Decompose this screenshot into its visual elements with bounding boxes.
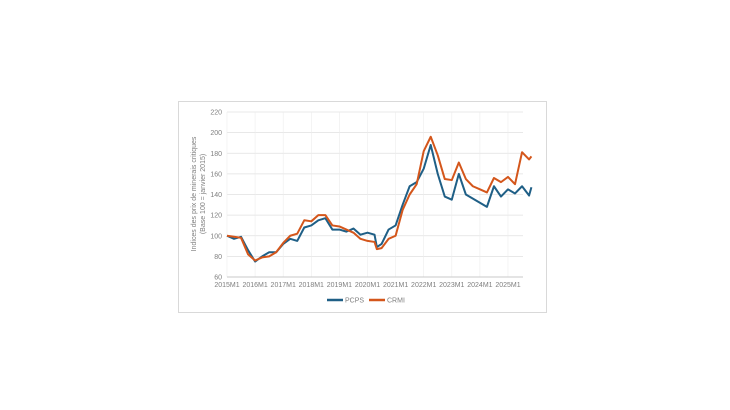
legend-label: CRMI (387, 298, 405, 305)
series-line-crmi (226, 135, 533, 262)
chart-frame (178, 101, 547, 313)
x-tick-label: 2016M1 (242, 282, 267, 289)
y-tick-label: 120 (210, 213, 222, 220)
y-axis-label-line1: Indices des prix de minerais critiques (191, 136, 198, 251)
x-tick-label: 2021M1 (383, 282, 408, 289)
x-tick-label: 2024M1 (467, 282, 492, 289)
legend-label: PCPS (345, 298, 364, 305)
y-tick-label: 60 (214, 275, 222, 282)
y-tick-label: 160 (210, 171, 222, 178)
x-tick-label: 2025M1 (495, 282, 520, 289)
y-tick-label: 100 (210, 233, 222, 240)
x-tick-label: 2017M1 (271, 282, 296, 289)
x-tick-label: 2023M1 (439, 282, 464, 289)
x-tick-label: 2015M1 (214, 282, 239, 289)
x-tick-label: 2018M1 (299, 282, 324, 289)
x-tick-label: 2020M1 (355, 282, 380, 289)
y-tick-label: 80 (214, 254, 222, 261)
y-axis-label-line2: (Base 100 = janvier 2015) (200, 154, 207, 234)
y-tick-label: 200 (210, 130, 222, 137)
series-line-pcps (226, 144, 533, 263)
x-tick-label: 2019M1 (327, 282, 352, 289)
y-tick-label: 220 (210, 110, 222, 117)
y-tick-label: 180 (210, 151, 222, 158)
x-tick-label: 2022M1 (411, 282, 436, 289)
y-tick-label: 140 (210, 192, 222, 199)
